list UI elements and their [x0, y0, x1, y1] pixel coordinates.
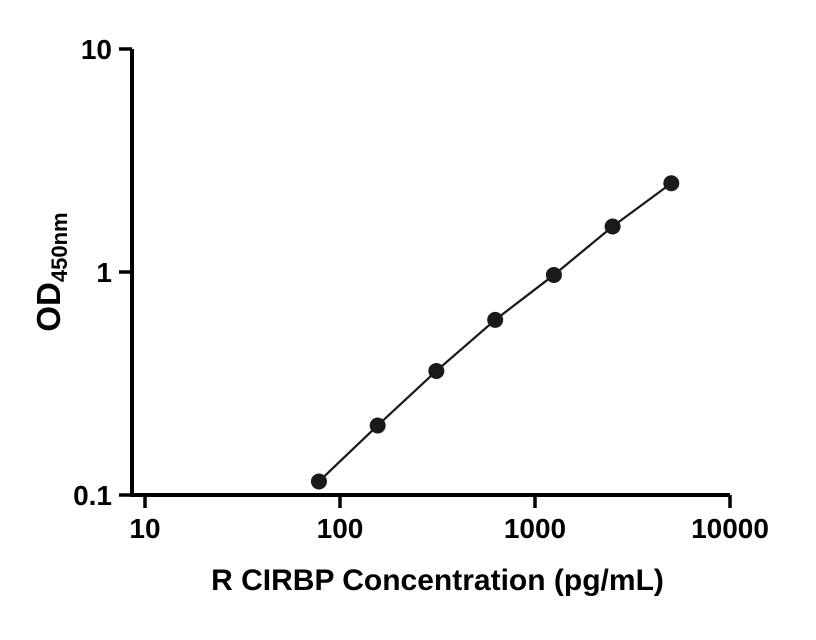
- y-tick-label: 10: [81, 34, 112, 65]
- data-point-marker: [310, 473, 327, 490]
- axes: 10 100 1000 10000 0.1 1 10: [73, 34, 769, 544]
- data-point-marker: [428, 362, 445, 379]
- y-axis-title: OD450nm: [30, 212, 72, 331]
- x-tick-label: 1000: [504, 513, 566, 544]
- data-point-marker: [663, 175, 680, 192]
- data-point-marker: [487, 311, 504, 328]
- y-tick-label: 0.1: [73, 480, 112, 511]
- x-tick-label: 100: [317, 513, 364, 544]
- data-points: [310, 175, 680, 490]
- data-point-marker: [369, 417, 386, 434]
- y-tick-label: 1: [96, 257, 112, 288]
- x-tick-label: 10000: [691, 513, 769, 544]
- data-point-marker: [604, 218, 621, 235]
- data-point-marker: [545, 266, 562, 283]
- x-tick-label: 10: [129, 513, 160, 544]
- x-axis-title: R CIRBP Concentration (pg/mL): [211, 564, 664, 597]
